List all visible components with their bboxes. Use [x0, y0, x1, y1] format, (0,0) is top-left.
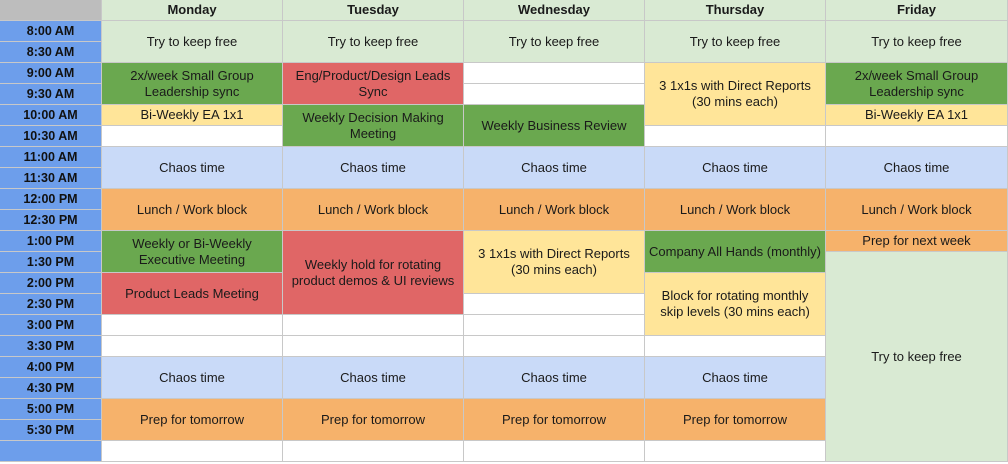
empty-cell[interactable]: [645, 126, 826, 147]
empty-cell[interactable]: [283, 336, 464, 357]
event-lunch[interactable]: Lunch / Work block: [283, 189, 464, 231]
time-label[interactable]: 9:30 AM: [0, 84, 102, 105]
empty-cell[interactable]: [464, 84, 645, 105]
time-label[interactable]: 12:30 PM: [0, 210, 102, 231]
time-label[interactable]: 8:00 AM: [0, 21, 102, 42]
event-small-group-sync[interactable]: 2x/week Small Group Leadership sync: [826, 63, 1008, 105]
day-header-thursday[interactable]: Thursday: [645, 0, 826, 21]
empty-cell[interactable]: [464, 294, 645, 315]
time-label[interactable]: 12:00 PM: [0, 189, 102, 210]
event-chaos-time[interactable]: Chaos time: [826, 147, 1008, 189]
event-business-review[interactable]: Weekly Business Review: [464, 105, 645, 147]
event-chaos-time[interactable]: Chaos time: [283, 357, 464, 399]
empty-cell[interactable]: [645, 441, 826, 462]
event-executive-meeting[interactable]: Weekly or Bi-Weekly Executive Meeting: [102, 231, 283, 273]
event-prep-tomorrow[interactable]: Prep for tomorrow: [283, 399, 464, 441]
event-direct-reports[interactable]: 3 1x1s with Direct Reports (30 mins each…: [645, 63, 826, 126]
event-keep-free[interactable]: Try to keep free: [826, 21, 1008, 63]
event-small-group-sync[interactable]: 2x/week Small Group Leadership sync: [102, 63, 283, 105]
time-label[interactable]: 1:00 PM: [0, 231, 102, 252]
empty-cell[interactable]: [464, 63, 645, 84]
event-eng-product-design-sync[interactable]: Eng/Product/Design Leads Sync: [283, 63, 464, 105]
event-prep-tomorrow[interactable]: Prep for tomorrow: [102, 399, 283, 441]
event-lunch[interactable]: Lunch / Work block: [102, 189, 283, 231]
time-label[interactable]: 5:30 PM: [0, 420, 102, 441]
empty-cell[interactable]: [464, 315, 645, 336]
event-lunch[interactable]: Lunch / Work block: [645, 189, 826, 231]
event-ea-1x1[interactable]: Bi-Weekly EA 1x1: [102, 105, 283, 126]
time-label[interactable]: 1:30 PM: [0, 252, 102, 273]
event-all-hands[interactable]: Company All Hands (monthly): [645, 231, 826, 273]
event-prep-next-week[interactable]: Prep for next week: [826, 231, 1008, 252]
event-keep-free[interactable]: Try to keep free: [826, 252, 1008, 462]
event-prep-tomorrow[interactable]: Prep for tomorrow: [645, 399, 826, 441]
event-chaos-time[interactable]: Chaos time: [102, 147, 283, 189]
day-header-tuesday[interactable]: Tuesday: [283, 0, 464, 21]
time-label[interactable]: 5:00 PM: [0, 399, 102, 420]
event-product-leads[interactable]: Product Leads Meeting: [102, 273, 283, 315]
empty-cell[interactable]: [826, 126, 1008, 147]
event-keep-free[interactable]: Try to keep free: [645, 21, 826, 63]
empty-cell[interactable]: [102, 126, 283, 147]
event-chaos-time[interactable]: Chaos time: [283, 147, 464, 189]
empty-cell[interactable]: [102, 315, 283, 336]
time-label[interactable]: 4:00 PM: [0, 357, 102, 378]
day-header-friday[interactable]: Friday: [826, 0, 1008, 21]
event-chaos-time[interactable]: Chaos time: [645, 357, 826, 399]
time-label[interactable]: 10:00 AM: [0, 105, 102, 126]
time-label[interactable]: 10:30 AM: [0, 126, 102, 147]
time-label[interactable]: 2:30 PM: [0, 294, 102, 315]
event-chaos-time[interactable]: Chaos time: [464, 357, 645, 399]
event-product-demos[interactable]: Weekly hold for rotating product demos &…: [283, 231, 464, 315]
empty-cell[interactable]: [102, 336, 283, 357]
event-skip-levels[interactable]: Block for rotating monthly skip levels (…: [645, 273, 826, 336]
time-label[interactable]: 4:30 PM: [0, 378, 102, 399]
time-label[interactable]: 11:30 AM: [0, 168, 102, 189]
time-label[interactable]: 9:00 AM: [0, 63, 102, 84]
empty-cell[interactable]: [283, 441, 464, 462]
day-header-monday[interactable]: Monday: [102, 0, 283, 21]
time-label-empty[interactable]: [0, 441, 102, 462]
empty-cell[interactable]: [283, 315, 464, 336]
event-prep-tomorrow[interactable]: Prep for tomorrow: [464, 399, 645, 441]
event-chaos-time[interactable]: Chaos time: [102, 357, 283, 399]
corner-cell[interactable]: [0, 0, 102, 21]
empty-cell[interactable]: [464, 336, 645, 357]
time-label[interactable]: 3:30 PM: [0, 336, 102, 357]
event-keep-free[interactable]: Try to keep free: [283, 21, 464, 63]
empty-cell[interactable]: [464, 441, 645, 462]
time-label[interactable]: 3:00 PM: [0, 315, 102, 336]
event-chaos-time[interactable]: Chaos time: [464, 147, 645, 189]
time-label[interactable]: 2:00 PM: [0, 273, 102, 294]
event-lunch[interactable]: Lunch / Work block: [464, 189, 645, 231]
event-chaos-time[interactable]: Chaos time: [645, 147, 826, 189]
event-lunch[interactable]: Lunch / Work block: [826, 189, 1008, 231]
event-decision-making[interactable]: Weekly Decision Making Meeting: [283, 105, 464, 147]
time-label[interactable]: 11:00 AM: [0, 147, 102, 168]
empty-cell[interactable]: [102, 441, 283, 462]
event-ea-1x1[interactable]: Bi-Weekly EA 1x1: [826, 105, 1008, 126]
time-label[interactable]: 8:30 AM: [0, 42, 102, 63]
event-keep-free[interactable]: Try to keep free: [102, 21, 283, 63]
event-direct-reports[interactable]: 3 1x1s with Direct Reports (30 mins each…: [464, 231, 645, 294]
event-keep-free[interactable]: Try to keep free: [464, 21, 645, 63]
empty-cell[interactable]: [645, 336, 826, 357]
day-header-wednesday[interactable]: Wednesday: [464, 0, 645, 21]
